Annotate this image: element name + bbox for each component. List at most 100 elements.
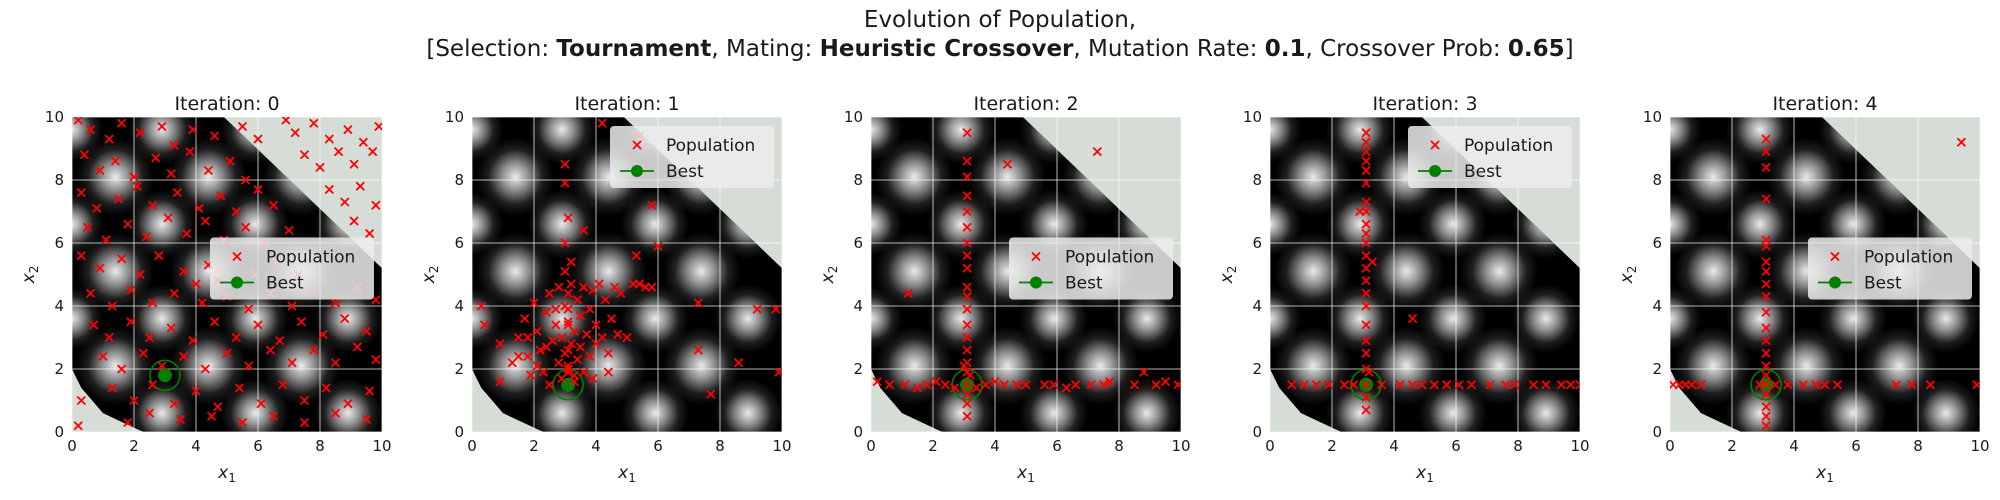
population-point [653,241,663,251]
population-point [191,386,201,396]
y-axis-label: x2 [818,266,840,285]
x-axis-label: x1 [1815,463,1834,485]
population-point [1339,380,1350,390]
population-point [1395,380,1405,390]
population-point [962,345,972,355]
legend: Population Best [210,237,374,300]
population-point [116,118,127,128]
population-point [962,238,972,248]
population-point [1139,367,1149,377]
population-point [296,317,307,327]
selection-value: Tournament [556,36,712,62]
population-point [544,380,555,390]
population-point [1761,266,1771,276]
x-tick-label: 8 [1513,437,1523,455]
legend-population-marker [1031,251,1041,262]
landscape-peak [1325,189,1394,259]
population-point [931,376,941,387]
landscape-peak [662,326,741,406]
population-point [107,383,117,393]
y-tick-label: 2 [1652,360,1662,378]
population-point [333,147,344,157]
population-point [147,298,158,308]
legend-best-label: Best [1464,162,1502,182]
population-point [1429,380,1439,390]
population-point [578,282,589,292]
y-tick-label: 0 [1652,423,1662,441]
landscape-peak [127,378,196,432]
population-point [98,351,108,362]
landscape-peak [1019,378,1089,432]
population-point [962,250,972,261]
population-point [1783,380,1793,390]
population-point [631,250,641,261]
population-point [1761,291,1771,302]
population-point [95,263,105,273]
population-point [544,288,555,299]
population-point [962,399,972,409]
population-point [1361,197,1371,207]
y-tick-label: 2 [1252,360,1262,378]
population-point [1287,380,1297,390]
landscape-peak [472,192,503,256]
population-point [872,376,882,387]
population-point [523,332,533,343]
population-point [529,298,539,308]
landscape-peak [1460,231,1539,311]
population-point [1442,380,1452,390]
landscape-peak [1670,117,1701,162]
population-point [240,222,251,232]
landscape-peak [1670,287,1701,351]
population-point [1376,380,1387,390]
population-point [343,399,353,409]
x-axis-label: x1 [617,463,636,485]
population-point [594,279,604,289]
legend-box [1009,237,1173,300]
y-tick-label: 6 [1652,234,1662,252]
population-point [572,295,583,305]
population-point [495,376,505,387]
best-ring [149,359,181,392]
population-point [940,380,951,390]
population-point [1324,380,1334,390]
crossover-prob-value: 0.65 [1507,36,1565,62]
y-tick-label: 4 [853,297,863,315]
population-point [73,421,83,431]
population-point [1361,147,1371,157]
population-point [104,332,114,343]
population-point [191,279,201,289]
population-point [73,117,83,125]
y-tick-label: 6 [454,234,464,252]
population-point [364,228,375,239]
population-point [912,383,923,393]
population-point [132,181,142,191]
x-tick-label: 0 [1265,437,1275,455]
legend-best-label: Best [666,162,704,182]
landscape-peak [875,137,954,217]
population-point [284,225,294,236]
population-point [1361,156,1371,166]
landscape-peak [569,231,648,311]
y-axis-label: x2 [1617,266,1639,285]
legend: Population Best [1408,126,1572,188]
population-point [1361,301,1371,311]
landscape-peak [1767,137,1846,217]
legend-best-marker [1429,165,1441,177]
population-point [234,383,245,393]
population-point [479,320,490,330]
population-point [157,361,167,371]
population-point [476,301,486,311]
population-point [1500,380,1511,390]
population-point [1761,194,1771,204]
population-point [275,336,285,346]
population-point [520,313,530,324]
population-point [1556,380,1567,390]
population-point [554,282,564,292]
population-point [197,298,207,308]
population-point [774,367,782,377]
population-point [557,332,567,343]
population-point [962,191,972,201]
population-point [1173,380,1181,390]
population-point [237,417,248,428]
x-tick-label: 2 [1327,437,1337,455]
